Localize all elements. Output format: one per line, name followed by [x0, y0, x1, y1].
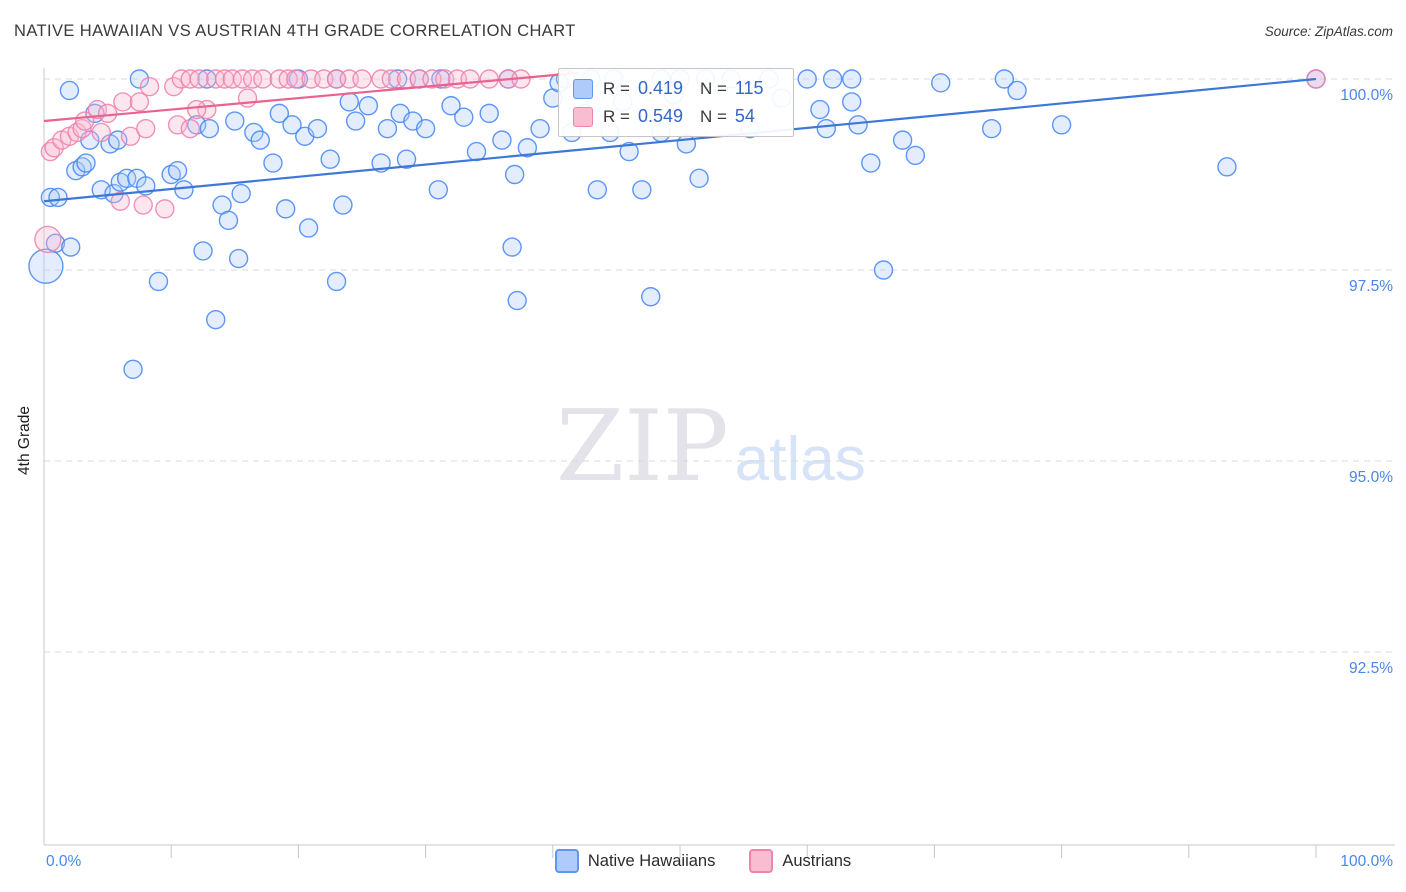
n-label: N = [699, 78, 727, 98]
austrians-legend-swatch-icon [749, 849, 774, 873]
y-tick-label-92-5: 92.5% [1349, 660, 1393, 677]
native-hawaiians-legend-swatch-icon [554, 849, 579, 873]
austrians-swatch-icon [573, 106, 593, 127]
legend-item-austrians: Austrians [749, 849, 851, 873]
y-tick-label-100: 100.0% [1340, 87, 1393, 104]
n-label: N = [699, 106, 727, 126]
stats-row-native-hawaiians: R = 0.419 N = 115 [573, 78, 779, 99]
y-axis-title: 4th Grade [16, 406, 33, 475]
stats-row-austrians: R = 0.549 N = 54 [573, 106, 779, 127]
n-value-native-hawaiians: 115 [734, 78, 764, 98]
native-hawaiians-swatch-icon [573, 78, 593, 99]
chart-legend: Native Hawaiians Austrians [0, 849, 1406, 873]
stats-box: R = 0.419 N = 115 R = 0.549 N = 54 [558, 68, 794, 137]
legend-label-native-hawaiians: Native Hawaiians [587, 851, 716, 870]
n-value-austrians: 54 [734, 106, 755, 126]
y-tick-label-97-5: 97.5% [1349, 278, 1393, 295]
legend-label-austrians: Austrians [782, 851, 852, 870]
legend-item-native-hawaiians: Native Hawaiians [554, 849, 716, 873]
y-tick-label-95: 95.0% [1349, 469, 1393, 486]
x-tick-label-0: 0.0% [46, 853, 82, 870]
chart-title: NATIVE HAWAIIAN VS AUSTRIAN 4TH GRADE CO… [14, 22, 576, 40]
r-label: R = [603, 78, 630, 98]
r-value-austrians: 0.549 [637, 106, 683, 126]
r-label: R = [603, 106, 630, 126]
r-value-native-hawaiians: 0.419 [637, 78, 683, 98]
x-tick-label-100: 100.0% [1340, 853, 1393, 870]
source-link[interactable]: Source: ZipAtlas.com [1264, 24, 1393, 39]
